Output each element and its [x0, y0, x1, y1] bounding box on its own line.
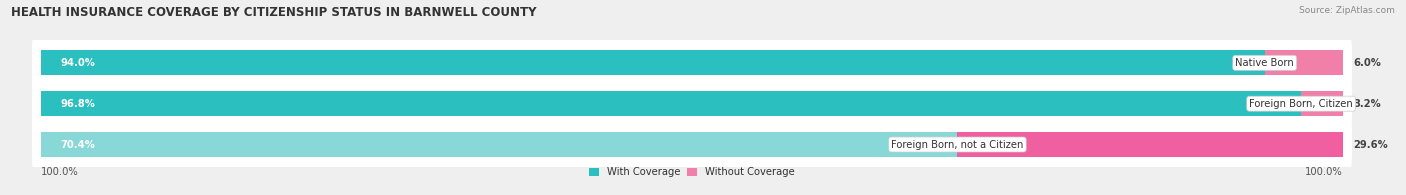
Text: Foreign Born, not a Citizen: Foreign Born, not a Citizen [891, 139, 1024, 150]
Bar [1301, 91, 1343, 116]
Bar [41, 50, 1264, 75]
FancyBboxPatch shape [32, 118, 1353, 171]
Text: 94.0%: 94.0% [60, 58, 96, 68]
FancyBboxPatch shape [32, 36, 1353, 90]
Text: 96.8%: 96.8% [60, 99, 96, 109]
Text: Native Born: Native Born [1236, 58, 1294, 68]
Text: Source: ZipAtlas.com: Source: ZipAtlas.com [1299, 6, 1395, 15]
Bar [1264, 50, 1343, 75]
Legend: With Coverage, Without Coverage: With Coverage, Without Coverage [589, 167, 794, 177]
Bar [957, 132, 1343, 157]
Text: 70.4%: 70.4% [60, 139, 96, 150]
Text: Foreign Born, Citizen: Foreign Born, Citizen [1250, 99, 1353, 109]
Text: 3.2%: 3.2% [1353, 99, 1381, 109]
Text: HEALTH INSURANCE COVERAGE BY CITIZENSHIP STATUS IN BARNWELL COUNTY: HEALTH INSURANCE COVERAGE BY CITIZENSHIP… [11, 6, 537, 19]
Bar [41, 132, 957, 157]
Bar [41, 91, 1301, 116]
Text: 100.0%: 100.0% [1305, 167, 1343, 177]
Text: 29.6%: 29.6% [1353, 139, 1388, 150]
FancyBboxPatch shape [32, 77, 1353, 131]
Text: 6.0%: 6.0% [1353, 58, 1381, 68]
Text: 100.0%: 100.0% [41, 167, 79, 177]
